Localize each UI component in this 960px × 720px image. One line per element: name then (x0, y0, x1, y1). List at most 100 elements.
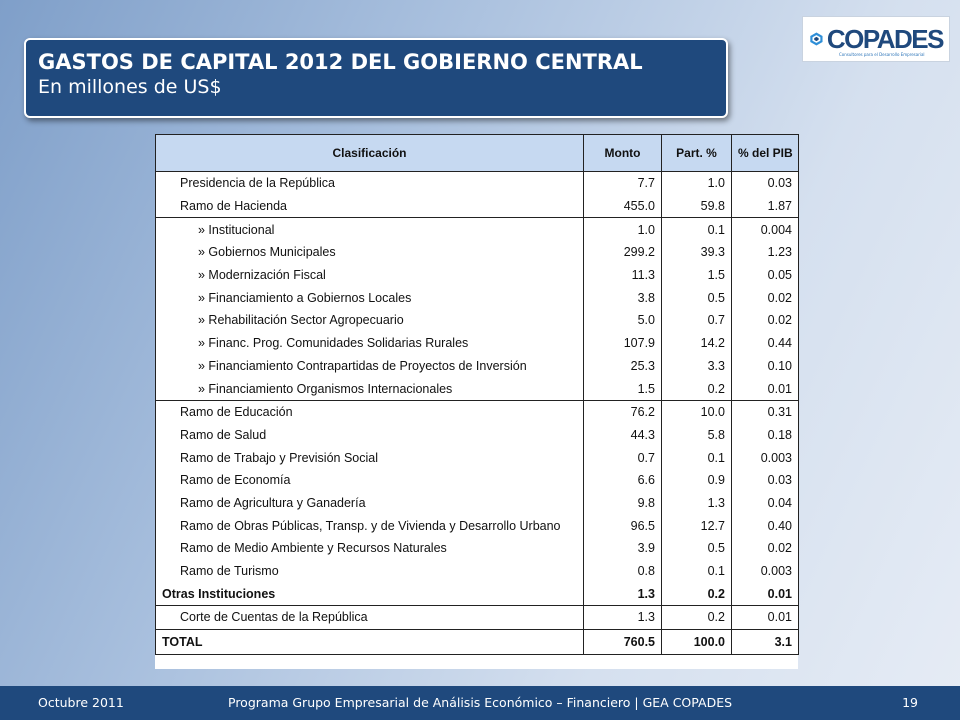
total-row: TOTAL 760.5 100.0 3.1 (155, 628, 799, 655)
table-row: » Financiamiento a Gobiernos Locales 3.8 0… (156, 286, 799, 310)
row-monto: 6.6 (583, 468, 662, 492)
total-monto: 760.5 (583, 628, 662, 655)
row-label: Corte de Cuentas de la República (155, 605, 584, 630)
table-row: Ramo de Trabajo y Previsión Social 0.7 0.1… (156, 446, 799, 469)
row-monto: 9.8 (583, 491, 662, 515)
row-label: Ramo de Obras Públicas, Transp. y de Viv… (180, 518, 561, 533)
table-row: » Financiamiento Contrapartidas de Proye… (156, 354, 799, 378)
row-part: 0.1 (661, 446, 732, 469)
slide-title: GASTOS DE CAPITAL 2012 DEL GOBIERNO CENT… (38, 50, 643, 74)
table-row: » Gobiernos Municipales 299.2 39.3 1.23 (156, 241, 799, 264)
row-part: 0.2 (661, 377, 732, 401)
row-label: Ramo de Salud (180, 427, 267, 442)
row-monto: 1.3 (583, 582, 662, 606)
row-label: Ramo de Hacienda (180, 199, 288, 214)
row-monto: 455.0 (583, 194, 662, 218)
table-row: » Financ. Prog. Comunidades Solidarias R… (156, 331, 799, 355)
table-header-row: Clasificación Monto Part. % % del PIB (155, 134, 799, 172)
row-pib: 1.87 (731, 194, 799, 218)
row-monto: 1.0 (583, 217, 662, 242)
row-part: 0.2 (661, 582, 732, 606)
row-label: Presidencia de la República (180, 176, 335, 191)
table-row: Ramo de Educación 76.2 10.0 0.31 (155, 399, 799, 424)
row-part: 1.0 (661, 171, 732, 195)
table-row: Ramo de Turismo 0.8 0.1 0.003 (156, 559, 799, 583)
row-part: 5.8 (661, 423, 732, 447)
row-label: » Financiamiento Organismos Internaciona… (198, 381, 453, 396)
row-pib: 0.31 (731, 399, 799, 424)
copades-logo: COPADES Consultores para el Desarrollo E… (802, 16, 950, 62)
row-part: 12.7 (661, 514, 732, 537)
row-monto: 11.3 (583, 263, 662, 287)
row-part: 1.5 (661, 263, 732, 287)
row-part: 0.1 (661, 559, 732, 583)
row-monto: 0.7 (583, 446, 662, 469)
row-pib: 0.40 (731, 514, 799, 537)
row-monto: 299.2 (583, 241, 662, 264)
col-header-part: Part. % (661, 134, 732, 172)
copades-logo-icon (810, 32, 823, 46)
row-pib: 0.02 (731, 537, 799, 560)
table-row: Otras Instituciones 1.3 0.2 0.01 (156, 582, 799, 606)
table-row: Presidencia de la República 7.7 1.0 0.03 (156, 171, 799, 195)
table-row: Ramo de Medio Ambiente y Recursos Natura… (156, 537, 799, 560)
row-pib: 0.03 (731, 171, 799, 195)
row-monto: 0.8 (583, 559, 662, 583)
logo-text: COPADES (826, 23, 945, 54)
row-pib: 0.004 (731, 217, 799, 242)
row-monto: 96.5 (583, 514, 662, 537)
row-pib: 0.02 (731, 286, 799, 310)
row-monto: 107.9 (583, 331, 662, 355)
row-pib: 0.01 (731, 377, 799, 401)
table-row: » Rehabilitación Sector Agropecuario 5.0 0… (156, 309, 799, 332)
row-label: Ramo de Medio Ambiente y Recursos Natura… (180, 541, 447, 556)
row-pib: 0.44 (731, 331, 799, 355)
col-header-pib: % del PIB (731, 134, 799, 172)
row-monto: 3.9 (583, 537, 662, 560)
total-part: 100.0 (661, 628, 732, 655)
row-part: 0.9 (661, 468, 732, 492)
row-pib: 0.02 (731, 309, 799, 332)
row-part: 0.2 (661, 605, 732, 630)
footer-bar: Octubre 2011 Programa Grupo Empresarial … (0, 686, 960, 720)
row-label: Otras Instituciones (162, 586, 276, 601)
row-part: 14.2 (661, 331, 732, 355)
logo-tagline: Consultores para el Desarrollo Empresari… (839, 52, 925, 57)
row-part: 0.5 (661, 537, 732, 560)
row-monto: 7.7 (583, 171, 662, 195)
row-pib: 0.01 (731, 605, 799, 630)
table-row: » Modernización Fiscal 11.3 1.5 0.05 (156, 263, 799, 287)
total-label: TOTAL (155, 628, 584, 655)
total-pib: 3.1 (731, 628, 799, 655)
table-row: Ramo de Hacienda 455.0 59.8 1.87 (156, 194, 799, 218)
footer-text: Programa Grupo Empresarial de Análisis E… (228, 695, 733, 710)
table-row: » Institucional 1.0 0.1 0.004 (155, 217, 799, 242)
table-row: Corte de Cuentas de la República 1.3 0.2 0.… (155, 605, 799, 630)
row-label: » Gobiernos Municipales (198, 245, 336, 260)
row-label: Ramo de Trabajo y Previsión Social (180, 450, 379, 465)
page-number: 19 (902, 695, 918, 710)
row-monto: 44.3 (583, 423, 662, 447)
table-row: Ramo de Economía 6.6 0.9 0.03 (156, 468, 799, 492)
row-part: 3.3 (661, 354, 732, 378)
row-monto: 76.2 (583, 399, 662, 424)
row-label: Ramo de Agricultura y Ganadería (180, 495, 366, 510)
row-pib: 0.03 (731, 468, 799, 492)
title-box: GASTOS DE CAPITAL 2012 DEL GOBIERNO CENT… (24, 38, 728, 118)
row-part: 0.1 (661, 217, 732, 242)
row-monto: 25.3 (583, 354, 662, 378)
row-label: » Modernización Fiscal (198, 268, 326, 283)
row-part: 0.7 (661, 309, 732, 332)
col-header-monto: Monto (583, 134, 662, 172)
row-pib: 0.04 (731, 491, 799, 515)
table-row: Ramo de Obras Públicas, Transp. y de Viv… (156, 514, 799, 537)
slide-subtitle: En millones de US$ (38, 76, 222, 98)
capital-expenditure-table: Clasificación Monto Part. % % del PIB Pr… (155, 134, 799, 669)
row-label: » Financ. Prog. Comunidades Solidarias R… (198, 336, 469, 351)
row-part: 59.8 (661, 194, 732, 218)
footer-date: Octubre 2011 (38, 695, 124, 710)
table-row: » Financiamiento Organismos Internaciona… (156, 377, 799, 401)
row-monto: 3.8 (583, 286, 662, 310)
row-pib: 0.18 (731, 423, 799, 447)
row-label: Ramo de Economía (180, 473, 291, 488)
